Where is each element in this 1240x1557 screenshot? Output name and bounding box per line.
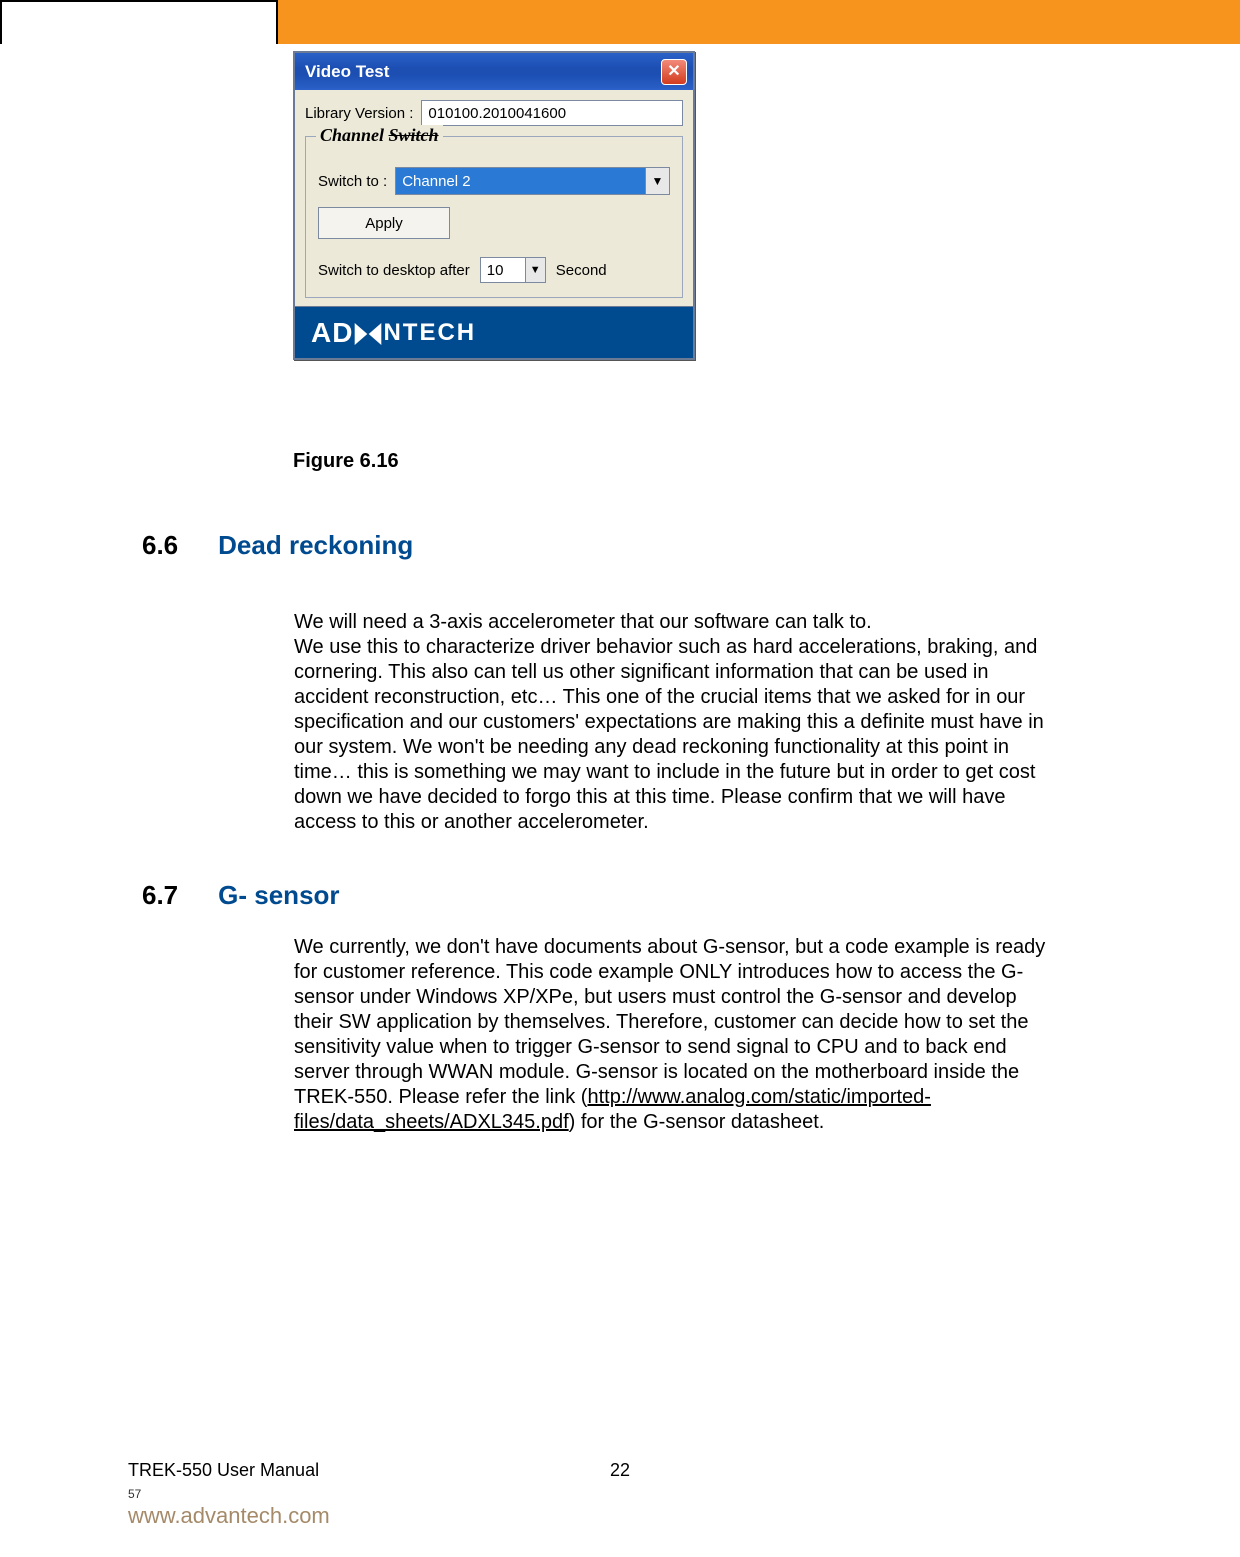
brand-text-rest: NTECH <box>383 319 476 347</box>
section-heading: 6.7 G- sensor <box>142 880 1102 911</box>
switch-to-combo[interactable]: Channel 2 ▼ <box>395 167 670 195</box>
footer-line: TREK-550 User Manual 22 <box>0 1460 1240 1481</box>
section-number: 6.7 <box>142 880 178 911</box>
figure-caption: Figure 6.16 <box>293 450 399 473</box>
body-text-post: ) for the G-sensor datasheet. <box>569 1111 825 1133</box>
section-title: G- sensor <box>218 880 339 911</box>
switch-to-row: Switch to : Channel 2 ▼ <box>318 167 670 195</box>
section-heading: 6.6 Dead reckoning <box>142 530 1102 561</box>
section-6-7: 6.7 G- sensor We currently, we don't hav… <box>142 880 1102 1135</box>
channel-switch-group: Channel Switch Switch to : Channel 2 ▼ A… <box>305 136 683 298</box>
brand-triangle-icon <box>355 323 368 345</box>
footer-url: www.advantech.com <box>128 1503 1240 1529</box>
page-number: 22 <box>610 1460 630 1481</box>
dialog-body: Library Version : 010100.2010041600 Chan… <box>295 90 693 306</box>
close-icon: ✕ <box>667 64 680 80</box>
library-version-value: 010100.2010041600 <box>428 105 566 122</box>
header-white-box <box>0 0 278 44</box>
switch-after-combo[interactable]: 10 ▼ <box>480 257 546 283</box>
brand-triangle-icon <box>369 323 382 345</box>
section-title: Dead reckoning <box>218 530 413 561</box>
switch-after-value: 10 <box>481 258 525 282</box>
section-body: We currently, we don't have documents ab… <box>294 935 1054 1135</box>
apply-button[interactable]: Apply <box>318 207 450 239</box>
legend-pre: Channel <box>320 125 389 145</box>
footer-small-number: 57 <box>128 1487 1240 1501</box>
video-test-dialog: Video Test ✕ Library Version : 010100.20… <box>293 51 695 360</box>
switch-after-label: Switch to desktop after <box>318 262 470 279</box>
section-number: 6.6 <box>142 530 178 561</box>
page-footer: TREK-550 User Manual 22 57 www.advantech… <box>0 1460 1240 1529</box>
legend-strike: Switch <box>389 125 439 145</box>
switch-to-label: Switch to : <box>318 173 387 190</box>
dialog-titlebar: Video Test ✕ <box>295 53 693 90</box>
close-button[interactable]: ✕ <box>661 59 687 85</box>
body-text-pre: We currently, we don't have documents ab… <box>294 936 1045 1108</box>
group-legend: Channel Switch <box>316 125 443 146</box>
apply-label: Apply <box>365 215 403 232</box>
advantech-logo: AD NTECH <box>311 317 476 349</box>
library-version-row: Library Version : 010100.2010041600 <box>305 100 683 126</box>
page: Video Test ✕ Library Version : 010100.20… <box>0 0 1240 1557</box>
chevron-down-icon: ▼ <box>525 258 545 282</box>
brand-text-a: AD <box>311 317 353 349</box>
body-text: We will need a 3-axis accelerometer that… <box>294 611 1044 833</box>
library-version-label: Library Version : <box>305 105 413 122</box>
dialog-title: Video Test <box>305 62 389 82</box>
section-6-6: 6.6 Dead reckoning We will need a 3-axis… <box>142 530 1102 835</box>
library-version-field[interactable]: 010100.2010041600 <box>421 100 683 126</box>
section-body: We will need a 3-axis accelerometer that… <box>294 585 1054 835</box>
brand-bar: AD NTECH <box>295 306 693 358</box>
switch-after-row: Switch to desktop after 10 ▼ Second <box>318 257 670 283</box>
manual-name: TREK-550 User Manual <box>128 1460 319 1481</box>
switch-to-selected: Channel 2 <box>396 168 645 194</box>
chevron-down-icon: ▼ <box>645 168 669 194</box>
second-label: Second <box>556 262 607 279</box>
